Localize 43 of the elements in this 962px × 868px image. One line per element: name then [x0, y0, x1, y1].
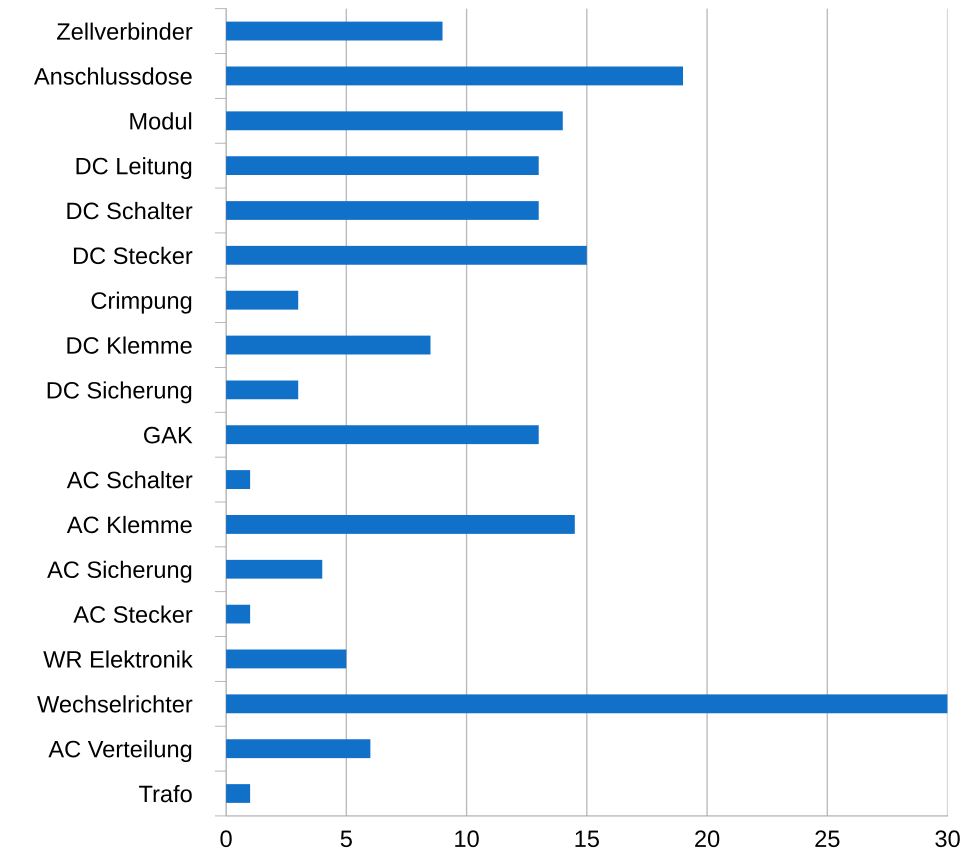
bar	[226, 739, 370, 758]
bar	[226, 560, 322, 579]
y-tick-label: Trafo	[139, 784, 192, 802]
x-tick-label: 10	[455, 830, 479, 848]
bar	[226, 290, 298, 310]
y-tick-label: Modul	[130, 112, 192, 130]
y-tick-label: Anschlussdose	[34, 67, 192, 85]
bar	[226, 784, 250, 803]
bar	[226, 22, 443, 41]
y-tick-label: WR Elektronik	[43, 650, 193, 668]
bar	[226, 111, 563, 130]
x-tick-label: 15	[575, 830, 599, 848]
y-tick-label: DC Klemme	[67, 336, 192, 354]
y-tick-label: AC Stecker	[73, 606, 192, 623]
bar	[226, 515, 575, 534]
x-tick-label: 5	[340, 830, 352, 848]
bar	[226, 156, 539, 176]
y-tick-label: AC Klemme	[66, 516, 192, 534]
bar	[226, 246, 587, 265]
y-tick-label: Crimpung	[92, 292, 192, 314]
x-tick-label: 30	[935, 830, 960, 848]
x-tick-label: 0	[220, 830, 232, 848]
y-tick-label: Zellverbinder	[57, 22, 192, 40]
bar	[226, 380, 298, 400]
bar	[226, 470, 250, 489]
bar	[226, 694, 948, 714]
bar	[226, 336, 430, 354]
y-tick-label: AC Verteilung	[48, 740, 192, 762]
bar	[226, 425, 539, 444]
bar	[226, 650, 346, 668]
y-tick-label: DC Sicherung	[48, 381, 192, 404]
y-tick-label: DC Stecker	[74, 246, 192, 264]
bar	[226, 604, 250, 624]
y-tick-label: GAK	[144, 426, 192, 444]
y-tick-label: DC Schalter	[67, 202, 192, 220]
y-tick-label: AC Schalter	[66, 471, 192, 488]
y-tick-label: DC Leitung	[76, 157, 192, 180]
x-tick-label: 20	[695, 830, 720, 848]
bar	[226, 66, 684, 86]
bar	[226, 201, 539, 220]
y-tick-label: Wechselrichter	[37, 695, 192, 713]
x-tick-label: 25	[815, 830, 840, 848]
y-tick-label: AC Sicherung	[47, 560, 192, 583]
